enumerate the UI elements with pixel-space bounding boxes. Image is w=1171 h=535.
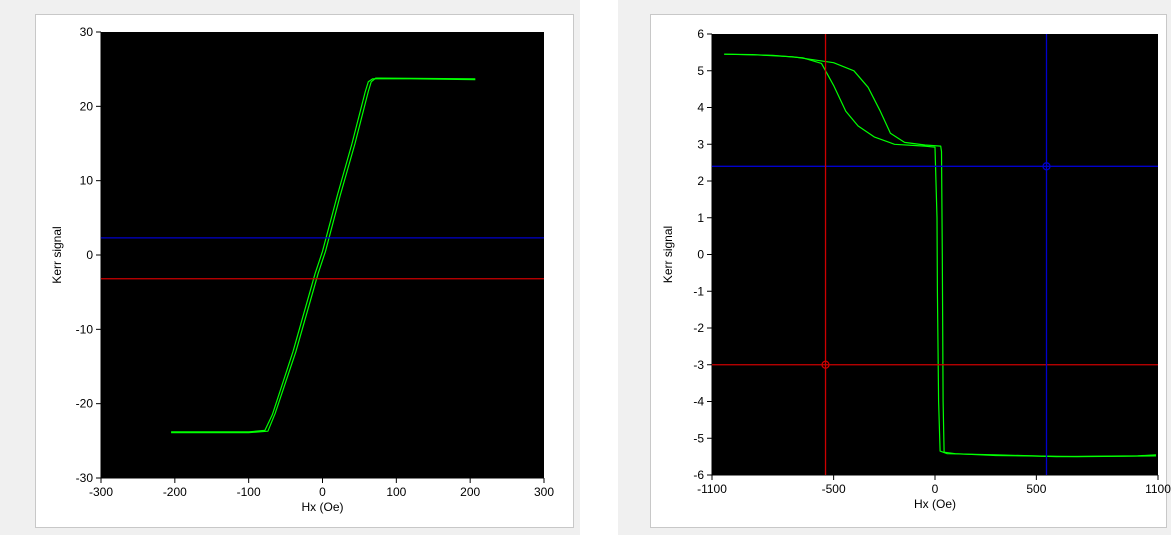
chart0-y-tick-label: 20 [80, 99, 94, 113]
chart1-y-tick-label: 4 [697, 101, 704, 115]
chart0-y-tick-label: -20 [76, 397, 94, 411]
chart0-y-tick-label: 30 [80, 25, 94, 39]
chart1-y-axis-label: Kerr signal [661, 226, 675, 283]
chart1-x-axis-label: Hx (Oe) [914, 497, 956, 511]
chart0-y-tick-label: 0 [86, 248, 93, 262]
chart0-x-tick-label: -100 [237, 485, 261, 499]
chart1-cursor-marker-1[interactable] [1042, 162, 1051, 171]
chart1-series-1-line [724, 53, 1157, 458]
chart1-y-tick-label: -1 [693, 284, 704, 298]
chart1-plot-area [712, 34, 1158, 475]
chart1-y-tick-label: -4 [693, 395, 704, 409]
chart1-y-tick-label: 1 [697, 211, 704, 225]
chart1-y-tick-label: 0 [697, 248, 704, 262]
chart0-plot-area [101, 32, 544, 478]
chart1-cursor-marker-0[interactable] [821, 360, 830, 369]
chart0-x-tick-label: 300 [534, 485, 554, 499]
chart1-y-tick-label: -6 [693, 468, 704, 482]
chart1-y-tick-label: 6 [697, 27, 704, 41]
chart1-x-tick-label: 500 [1026, 482, 1046, 496]
chart0-x-tick-label: -200 [163, 485, 187, 499]
chart1-y-tick-label: -3 [693, 358, 704, 372]
chart1-x-tick-label: -500 [822, 482, 846, 496]
chart1-y-tick-label: -5 [693, 431, 704, 445]
chart1-x-tick-label: -1100 [697, 482, 727, 496]
chart0-x-tick-label: 0 [319, 485, 326, 499]
chart0-y-tick-label: -10 [76, 322, 94, 336]
chart0-x-tick-label: -300 [89, 485, 113, 499]
chart0-y-tick-label: -30 [76, 471, 94, 485]
chart0-x-tick-label: 100 [386, 485, 406, 499]
chart0-y-axis-label: Kerr signal [50, 226, 64, 283]
chart1-x-tick-label: 1100 [1145, 482, 1171, 496]
chart0-series-1-line [171, 77, 476, 434]
chart0-x-tick-label: 200 [460, 485, 480, 499]
chart1-x-tick-label: 0 [932, 482, 939, 496]
chart1-plot-content [712, 34, 1158, 475]
chart0-plot-content [101, 77, 544, 434]
chart1-y-tick-label: -2 [693, 321, 704, 335]
chart1-y-tick-label: 3 [697, 137, 704, 151]
chart0-y-tick-label: 10 [80, 174, 94, 188]
chart0-series-0-line [171, 78, 476, 433]
chart0-x-axis-label: Hx (Oe) [302, 500, 344, 514]
chart1-y-tick-label: 5 [697, 64, 704, 78]
chart1-y-tick-label: 2 [697, 174, 704, 188]
